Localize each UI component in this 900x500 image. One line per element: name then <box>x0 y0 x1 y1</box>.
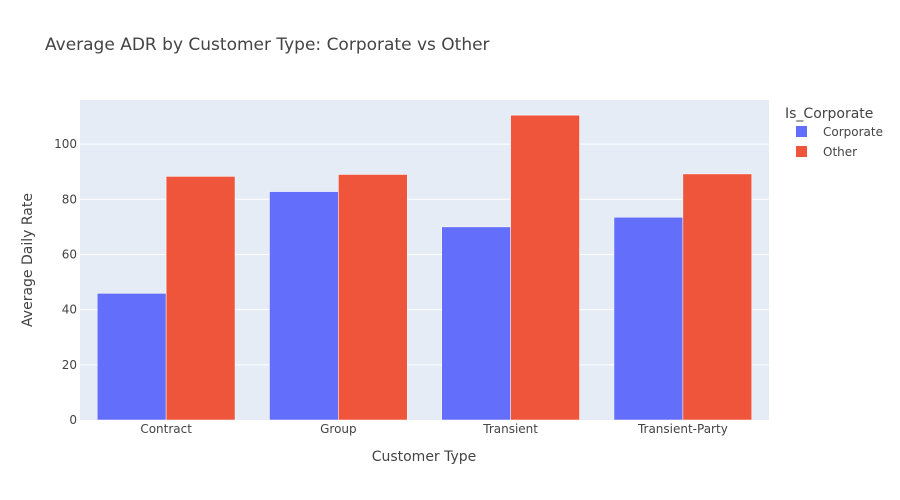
x-tick-label: Group <box>320 422 357 436</box>
x-tick-label: Transient-Party <box>637 422 728 436</box>
bars <box>96 114 753 421</box>
y-tick-label: 60 <box>62 247 77 261</box>
x-tick-label: Contract <box>140 422 192 436</box>
bar-corporate-transient <box>441 226 511 421</box>
y-tick-label: 20 <box>62 358 77 372</box>
x-axis-ticks: Contract Group Transient Transient-Party <box>140 422 727 436</box>
x-axis-title: Customer Type <box>372 449 477 465</box>
bar-corporate-transient-party <box>613 216 684 421</box>
y-tick-label: 40 <box>62 303 77 317</box>
x-tick-label: Transient <box>482 422 538 436</box>
y-axis-title: Average Daily Rate <box>20 193 36 327</box>
bar-other-transient-party <box>682 173 753 421</box>
legend: Is_Corporate Corporate Other <box>785 106 883 159</box>
bar-other-group <box>338 174 408 421</box>
chart-title: Average ADR by Customer Type: Corporate … <box>45 35 490 55</box>
legend-label-other: Other <box>823 145 857 159</box>
bar-other-contract <box>165 176 236 421</box>
legend-swatch-other <box>796 146 807 157</box>
y-tick-label: 80 <box>62 192 77 206</box>
y-tick-label: 0 <box>69 413 77 427</box>
legend-label-corporate: Corporate <box>823 125 883 139</box>
legend-title: Is_Corporate <box>785 106 873 122</box>
legend-swatch-corporate <box>796 126 807 137</box>
bar-other-transient <box>510 114 580 421</box>
bar-corporate-group <box>269 191 339 421</box>
y-tick-label: 100 <box>54 137 77 151</box>
y-axis-ticks: 0 20 40 60 80 100 <box>54 137 77 427</box>
bar-corporate-contract <box>96 293 167 421</box>
